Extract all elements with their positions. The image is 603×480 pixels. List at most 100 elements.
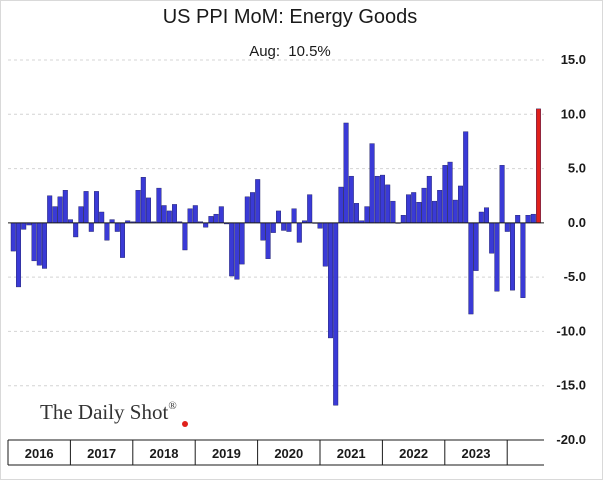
bar (411, 192, 417, 224)
chart-title: US PPI MoM: Energy Goods (162, 6, 418, 28)
bar (270, 222, 276, 233)
y-tick-label: 5.0 (568, 161, 586, 176)
bar (276, 210, 282, 224)
bar (406, 194, 412, 224)
bars (10, 108, 542, 406)
bar (390, 200, 396, 224)
bar (166, 210, 172, 224)
y-axis: 15.0 10.0 5.0 0.0 -5.0 -10.0 -15.0 -20.0 (556, 52, 586, 447)
watermark-red-dot (182, 421, 188, 427)
year-label: 2021 (337, 446, 366, 461)
bar (135, 190, 141, 224)
bar (374, 175, 380, 224)
bar (421, 187, 427, 224)
bar (530, 213, 536, 224)
bar (192, 205, 198, 224)
bar (468, 222, 474, 315)
bar (10, 222, 16, 252)
bar (385, 184, 391, 224)
year-label: 2018 (150, 446, 179, 461)
y-tick-label: -5.0 (564, 269, 586, 284)
bar (182, 222, 188, 251)
year-label: 2020 (274, 446, 303, 461)
bar (484, 207, 490, 224)
bar (239, 222, 245, 265)
bar (234, 222, 240, 280)
year-label: 2022 (399, 446, 428, 461)
y-tick-label: -10.0 (556, 323, 586, 338)
y-tick-label: 0.0 (568, 215, 586, 230)
bar (499, 165, 505, 224)
bar (156, 187, 162, 224)
bar (333, 222, 339, 406)
bar (88, 222, 94, 232)
bar (380, 174, 386, 224)
bar (114, 222, 120, 232)
y-tick-label: 10.0 (561, 106, 586, 121)
bar (119, 222, 125, 258)
bar (99, 211, 105, 224)
gridlines (8, 59, 544, 387)
year-label: 2016 (25, 446, 54, 461)
latest-label: Aug: (249, 43, 281, 60)
bar (145, 197, 151, 224)
bar (463, 131, 469, 224)
bar (515, 215, 521, 224)
bar (104, 222, 110, 241)
bar (281, 222, 287, 231)
bar (525, 215, 531, 224)
bar (369, 143, 375, 224)
x-axis: 2016 2017 2018 2019 2020 2021 2022 2023 (7, 439, 544, 466)
bar (286, 222, 292, 232)
bar (52, 206, 58, 224)
bar (42, 222, 48, 269)
bar (47, 195, 53, 224)
bar (161, 205, 167, 224)
bar (364, 206, 370, 224)
bar (255, 179, 261, 224)
bar (307, 194, 313, 224)
watermark-text: The Daily Shot (40, 400, 169, 424)
bar (426, 175, 432, 224)
bar (473, 222, 479, 271)
y-tick-label: 15.0 (561, 52, 586, 67)
bar (478, 211, 484, 224)
bar (348, 175, 354, 224)
bar (21, 222, 27, 230)
bar (62, 190, 68, 224)
bar (458, 185, 464, 224)
y-tick-label: -20.0 (556, 432, 586, 447)
year-label: 2017 (87, 446, 116, 461)
bar (260, 222, 266, 241)
bar (213, 213, 219, 224)
bar (322, 222, 328, 267)
bar (504, 222, 510, 232)
daily-shot-watermark: The Daily Shot® (40, 400, 177, 425)
bar (31, 222, 37, 262)
bar (171, 204, 177, 224)
bar (249, 192, 255, 224)
bar (510, 222, 516, 291)
bar (447, 161, 453, 224)
bar (328, 222, 334, 339)
bar (187, 208, 193, 224)
bar (57, 196, 63, 224)
bar (442, 165, 448, 224)
bar (489, 222, 495, 254)
bar (416, 202, 422, 224)
registered-mark: ® (168, 400, 177, 412)
year-label: 2023 (462, 446, 491, 461)
bar (73, 222, 79, 238)
bar (244, 196, 250, 224)
bar (291, 208, 297, 224)
bar (437, 190, 443, 224)
bar (354, 203, 360, 224)
bar (78, 206, 84, 224)
bar (83, 191, 89, 224)
bar (218, 206, 224, 224)
bar-latest (536, 108, 542, 224)
bar (208, 216, 214, 224)
bar (265, 222, 271, 259)
bar (400, 215, 406, 224)
